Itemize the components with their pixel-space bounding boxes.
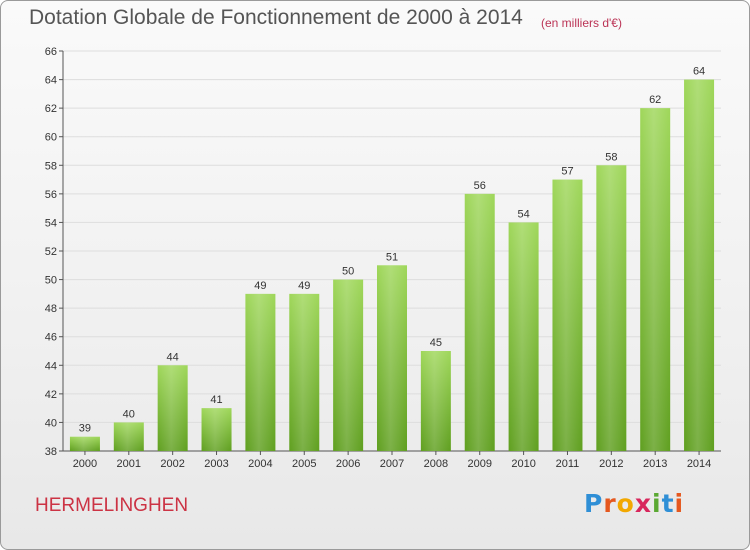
logo-letter: t [661, 489, 675, 518]
data-label: 45 [430, 337, 442, 349]
x-tick-label: 2009 [467, 458, 491, 470]
y-tick-label: 40 [45, 417, 57, 429]
bar-shine [420, 351, 451, 451]
x-tick-label: 2000 [73, 458, 97, 470]
data-label: 56 [474, 180, 486, 192]
data-label: 50 [342, 266, 354, 278]
y-tick-label: 64 [45, 75, 57, 87]
bar-shine [245, 293, 276, 451]
data-label: 41 [210, 394, 222, 406]
y-tick-label: 62 [45, 103, 57, 115]
y-tick-label: 60 [45, 132, 57, 144]
data-label: 64 [693, 66, 705, 78]
bar-shine [464, 193, 495, 451]
x-tick-label: 2014 [687, 458, 711, 470]
x-tick-label: 2012 [599, 458, 623, 470]
data-label: 49 [298, 280, 310, 292]
x-tick-label: 2007 [380, 458, 404, 470]
bars [69, 79, 715, 452]
bar-shine [377, 265, 407, 451]
data-label: 44 [167, 351, 179, 363]
proxiti-logo: Proxiti [584, 489, 684, 518]
bar-shine [157, 365, 188, 451]
data-label: 51 [386, 251, 398, 263]
logo-letter: P [584, 489, 604, 518]
bar-shine [552, 179, 583, 452]
bar-shine [508, 222, 539, 451]
logo-letter: i [674, 489, 685, 518]
data-label: 49 [254, 280, 266, 292]
data-label: 54 [517, 208, 529, 220]
x-tick-label: 2011 [556, 458, 580, 470]
y-tick-label: 48 [45, 303, 57, 315]
y-tick-label: 46 [45, 332, 57, 344]
y-tick-label: 50 [45, 275, 57, 287]
data-label: 57 [561, 166, 573, 178]
y-tick-label: 66 [45, 46, 57, 58]
labels: 39 2000 40 2001 44 2002 41 2003 49 2004 49 2005 50 20… [73, 66, 712, 470]
x-tick-label: 2003 [204, 458, 228, 470]
logo-letter: i [652, 489, 662, 518]
logo-letter: o [616, 489, 635, 518]
bar-shine [113, 422, 144, 451]
bar-shine [684, 79, 715, 452]
y-tick-label: 54 [45, 217, 57, 229]
data-label: 62 [649, 94, 661, 106]
y-tick-label: 52 [45, 246, 57, 258]
logo-letter: x [634, 489, 652, 518]
y-tick-label: 42 [45, 389, 57, 401]
bar-shine [640, 108, 671, 452]
data-label: 39 [79, 423, 91, 435]
bar-shine [289, 293, 320, 451]
y-tick-label: 38 [45, 446, 57, 458]
bar-shine [596, 165, 627, 452]
y-tick-label: 58 [45, 160, 57, 172]
x-tick-label: 2001 [117, 458, 141, 470]
chart-title: Dotation Globale de Fonctionnement de 20… [29, 6, 523, 29]
x-tick-label: 2002 [160, 458, 184, 470]
logo-letter: r [603, 489, 617, 518]
x-tick-label: 2013 [643, 458, 667, 470]
x-tick-label: 2008 [424, 458, 448, 470]
x-tick-label: 2005 [292, 458, 316, 470]
x-tick-label: 2004 [248, 458, 272, 470]
y-tick-label: 44 [45, 360, 57, 372]
chart-subtitle: (en milliers d'€) [541, 16, 622, 30]
bar-shine [333, 279, 364, 451]
bar-shine [201, 408, 232, 451]
data-label: 40 [123, 408, 135, 420]
x-tick-label: 2006 [336, 458, 360, 470]
data-label: 58 [605, 151, 617, 163]
commune-name: HERMELINGHEN [35, 495, 189, 516]
y-tick-label: 56 [45, 189, 57, 201]
bar-shine [69, 436, 100, 451]
x-tick-label: 2010 [511, 458, 535, 470]
